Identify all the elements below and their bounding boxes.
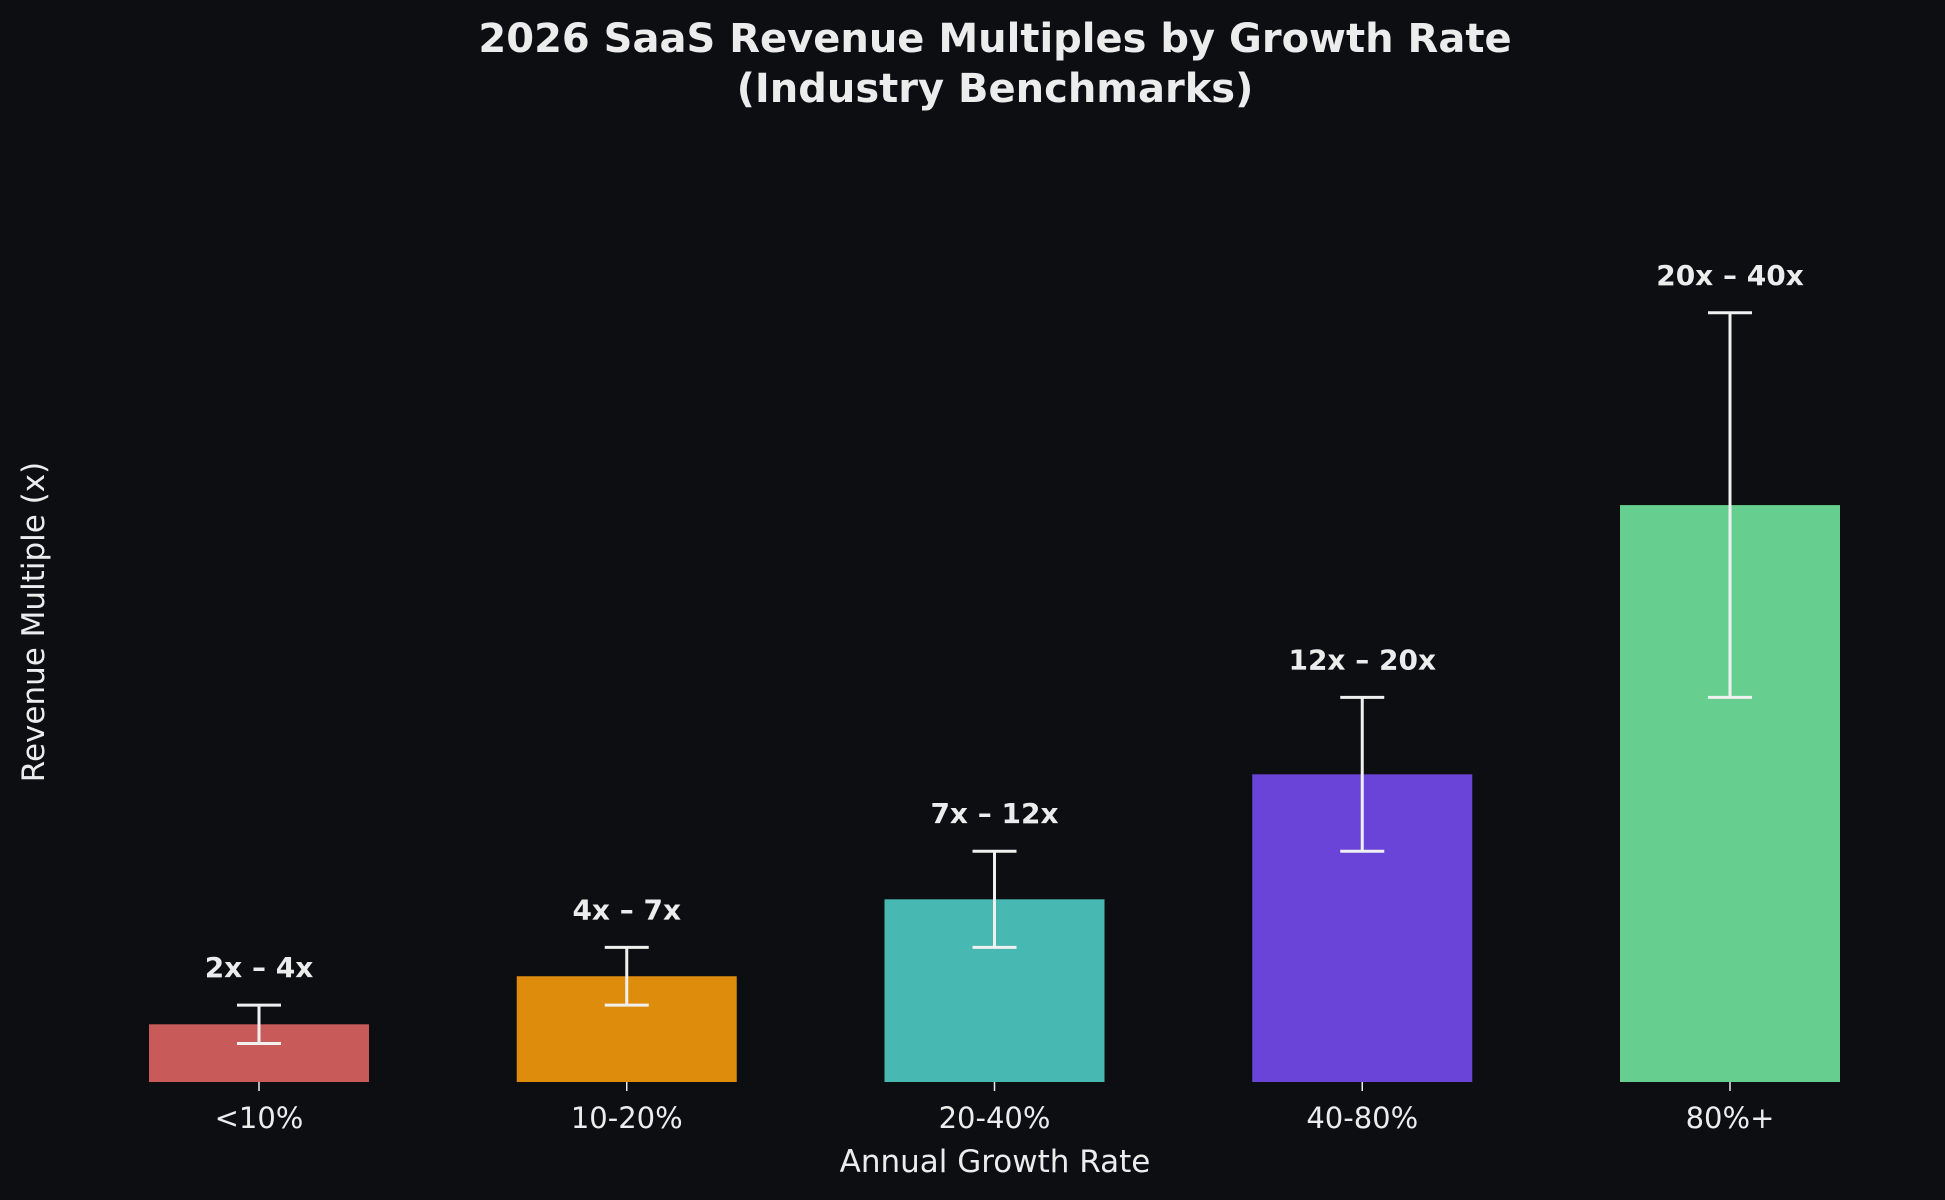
x-tick-label: 10-20%: [571, 1101, 683, 1135]
data-label: 4x – 7x: [572, 893, 681, 926]
x-axis-label: Annual Growth Rate: [840, 1144, 1151, 1180]
data-label: 20x – 40x: [1656, 259, 1804, 292]
y-axis-label: Revenue Multiple (x): [16, 462, 52, 782]
x-tick-label: <10%: [215, 1101, 304, 1135]
chart-subtitle: (Industry Benchmarks): [737, 66, 1254, 112]
data-label: 2x – 4x: [205, 951, 314, 984]
x-tick-label: 80%+: [1686, 1101, 1775, 1135]
x-tick-label: 20-40%: [939, 1101, 1051, 1135]
x-tick-label: 40-80%: [1306, 1101, 1418, 1135]
data-label: 7x – 12x: [930, 797, 1058, 830]
chart-title: 2026 SaaS Revenue Multiples by Growth Ra…: [478, 16, 1511, 62]
data-label: 12x – 20x: [1288, 643, 1436, 676]
